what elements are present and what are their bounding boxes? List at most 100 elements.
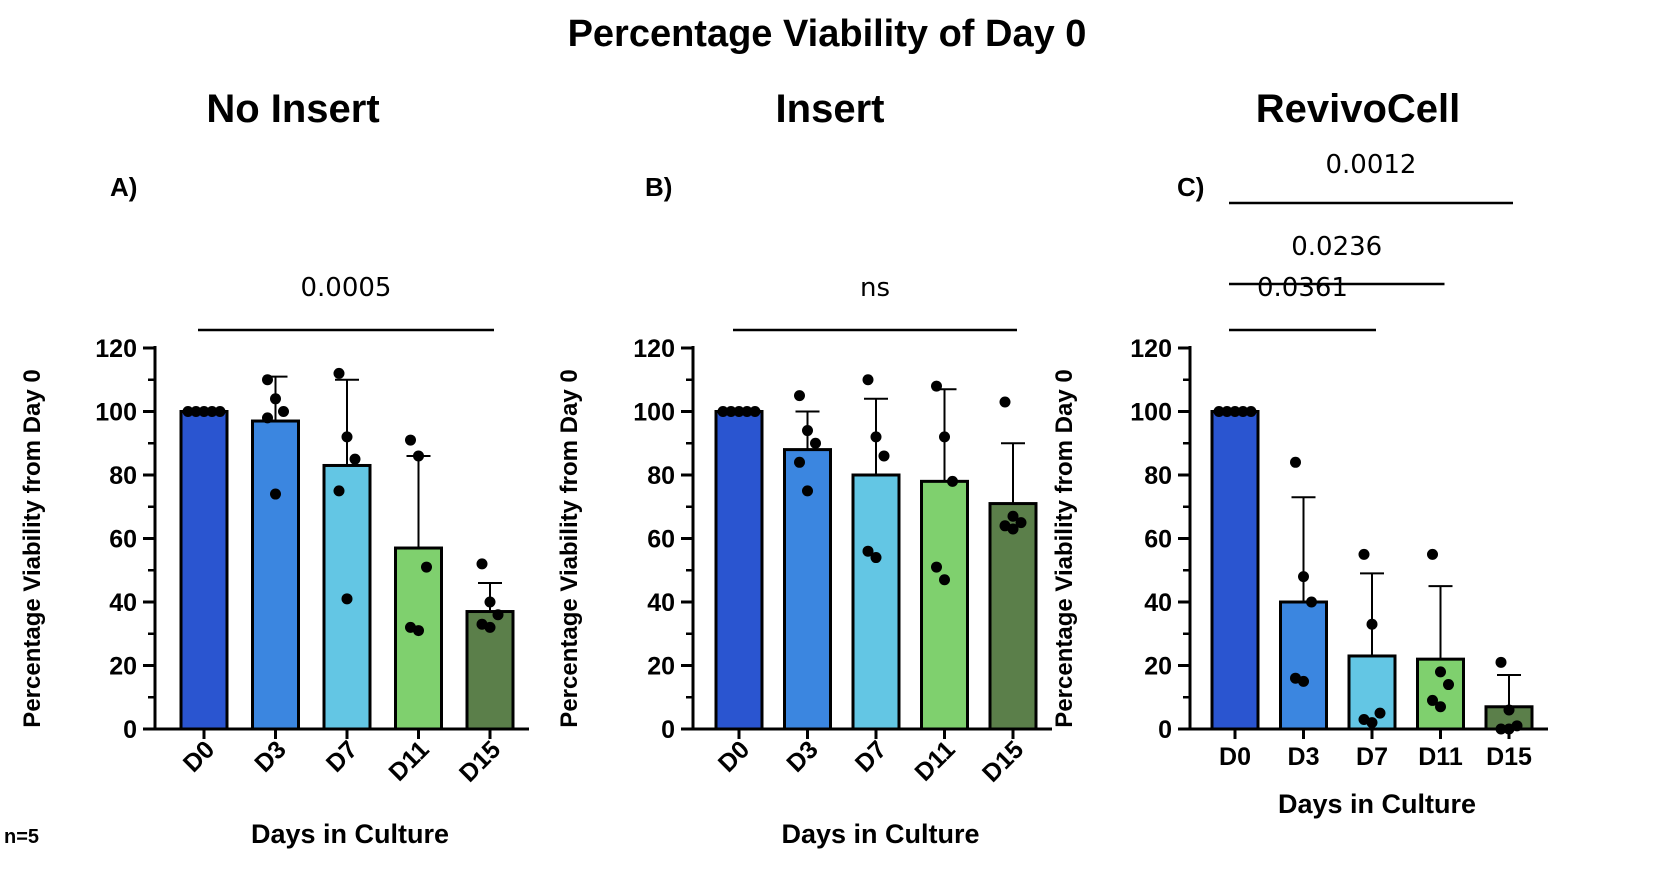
- bar-D11: [920, 479, 969, 731]
- data-point: [214, 406, 226, 417]
- y-tick-label: 100: [95, 399, 137, 427]
- data-point: [341, 431, 353, 443]
- panel-label: B): [645, 172, 672, 202]
- x-tick-label: D11: [909, 735, 960, 786]
- y-tick-label: 100: [1130, 399, 1172, 427]
- data-point: [182, 406, 194, 417]
- data-point: [1358, 548, 1370, 560]
- y-tick-label: 60: [1144, 526, 1172, 554]
- significance-label: 0.0012: [1326, 150, 1417, 180]
- chart-panels: No Insert A) Percentage Viability from Day…: [19, 87, 1548, 849]
- data-point: [870, 552, 882, 564]
- y-tick-label: 120: [95, 335, 137, 363]
- significance-label: ns: [860, 273, 890, 303]
- bar-D3: [1279, 600, 1328, 731]
- data-point: [749, 406, 761, 417]
- panel-title: No Insert: [206, 87, 379, 131]
- data-point: [878, 450, 890, 462]
- data-point: [939, 574, 950, 586]
- data-point: [862, 545, 874, 557]
- data-point: [1366, 717, 1378, 729]
- data-point: [725, 406, 737, 417]
- y-tick-label: 0: [661, 716, 675, 744]
- data-point: [1306, 596, 1317, 608]
- data-point: [492, 609, 504, 621]
- data-point: [1213, 406, 1225, 417]
- data-point: [1290, 456, 1301, 468]
- x-tick-label: D15: [454, 735, 506, 787]
- data-point: [1237, 406, 1249, 417]
- data-point: [802, 485, 813, 497]
- data-point: [1015, 517, 1027, 529]
- data-point: [413, 625, 424, 637]
- x-tick-label: D0: [1219, 743, 1251, 771]
- data-point: [1245, 406, 1257, 417]
- bar-D11: [394, 546, 443, 731]
- y-tick-label: 120: [633, 335, 675, 363]
- bar-D0: [179, 410, 229, 731]
- data-point: [862, 374, 874, 386]
- y-tick-label: 60: [647, 526, 675, 554]
- data-point: [413, 450, 424, 462]
- data-point: [270, 393, 281, 405]
- data-point: [1007, 510, 1019, 522]
- y-tick-label: 60: [109, 526, 137, 554]
- significance-label: 0.0236: [1291, 232, 1382, 262]
- bar-D15: [988, 502, 1038, 731]
- data-point: [1229, 406, 1241, 417]
- x-tick-label: D3: [249, 735, 291, 777]
- data-point: [190, 406, 202, 417]
- x-axis-label: Days in Culture: [251, 819, 449, 849]
- x-tick-label: D3: [1288, 743, 1320, 771]
- bar-D0: [1210, 410, 1260, 731]
- data-point: [1298, 675, 1309, 687]
- data-point: [333, 485, 345, 497]
- data-point: [349, 453, 361, 465]
- data-point: [421, 561, 432, 573]
- panel-label: A): [110, 172, 137, 202]
- data-point: [999, 396, 1011, 408]
- panel-title: RevivoCell: [1256, 87, 1461, 131]
- data-point: [484, 621, 496, 633]
- data-point: [931, 561, 942, 573]
- data-point: [1435, 666, 1446, 678]
- panel-label: C): [1177, 172, 1204, 202]
- data-point: [1374, 707, 1386, 719]
- data-point: [1427, 548, 1438, 560]
- data-point: [1221, 406, 1233, 417]
- y-tick-label: 0: [1158, 716, 1172, 744]
- data-point: [270, 488, 281, 500]
- x-tick-label: D7: [321, 735, 363, 777]
- data-point: [1366, 618, 1378, 630]
- x-tick-label: D15: [1486, 743, 1532, 771]
- bar-D0: [714, 410, 764, 731]
- y-tick-label: 80: [1144, 462, 1172, 490]
- data-point: [1495, 723, 1507, 735]
- data-point: [405, 434, 416, 446]
- x-tick-label: D0: [713, 735, 755, 777]
- data-point: [1503, 704, 1515, 716]
- y-tick-label: 100: [633, 399, 675, 427]
- y-tick-label: 20: [109, 653, 137, 681]
- y-tick-label: 80: [109, 462, 137, 490]
- data-point: [717, 406, 729, 417]
- bar-D7: [851, 473, 901, 731]
- significance-label: 0.0005: [301, 273, 392, 303]
- y-axis-label: Percentage Viability from Day 0: [556, 369, 583, 727]
- data-point: [341, 593, 353, 605]
- data-point: [733, 406, 745, 417]
- data-point: [278, 406, 289, 417]
- data-point: [810, 437, 821, 449]
- x-tick-label: D11: [1418, 743, 1463, 771]
- data-point: [1007, 523, 1019, 535]
- x-tick-label: D7: [850, 735, 892, 777]
- data-point: [939, 431, 950, 443]
- data-point: [1298, 571, 1309, 583]
- data-point: [870, 431, 882, 443]
- data-point: [947, 475, 958, 487]
- x-tick-label: D7: [1356, 743, 1388, 771]
- y-tick-label: 20: [647, 653, 675, 681]
- x-tick-label: D0: [178, 735, 220, 777]
- bar-D7: [1347, 654, 1397, 731]
